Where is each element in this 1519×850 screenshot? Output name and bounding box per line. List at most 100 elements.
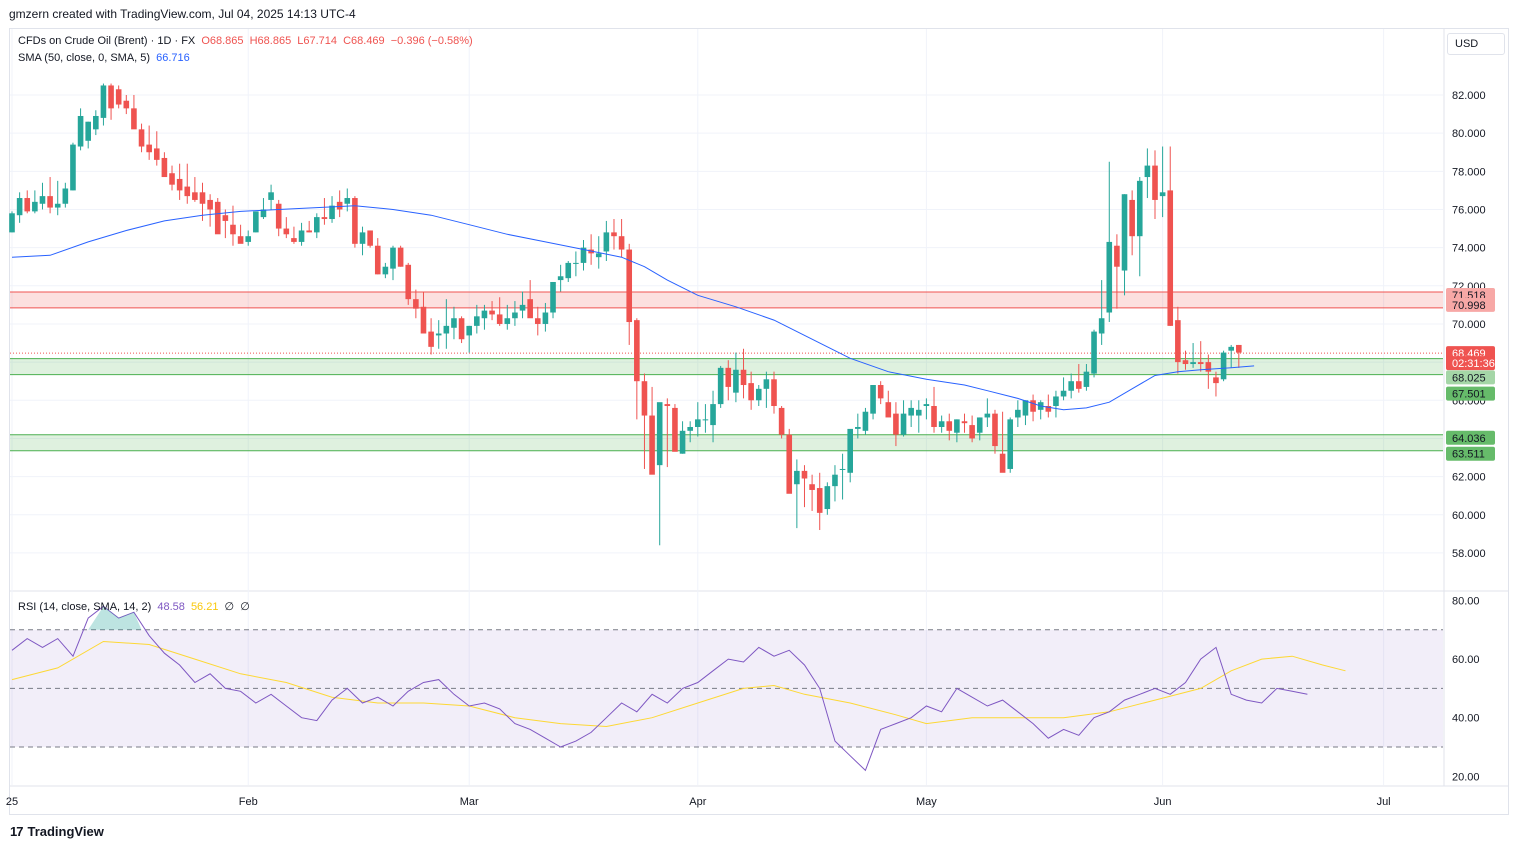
candle-body	[32, 201, 38, 212]
candle-body	[77, 115, 84, 147]
candle-body	[306, 230, 312, 233]
price-label: 02:31:36	[1452, 358, 1495, 370]
candle-body	[565, 262, 572, 279]
candle-body	[359, 232, 366, 244]
candle-body	[1136, 180, 1143, 237]
candle-body	[283, 228, 290, 235]
candle-body	[550, 281, 556, 313]
rsi-overbought-fill	[88, 606, 142, 630]
rsi-legend-extra-2: ∅	[240, 601, 250, 613]
candle-body	[1228, 346, 1234, 351]
price-label-bg	[1446, 370, 1495, 385]
price-tick-label: 60.000	[1452, 510, 1486, 522]
price-tick-label: 76.000	[1452, 204, 1486, 216]
candle-body	[824, 486, 831, 510]
candle-body	[336, 201, 343, 210]
rsi-tick-label: 20.00	[1452, 771, 1480, 783]
candle-body	[999, 453, 1006, 473]
candle-body	[176, 178, 183, 191]
candle-body	[481, 310, 488, 319]
candle-body	[245, 236, 252, 242]
candle-body	[733, 369, 739, 393]
candle-body	[976, 417, 983, 433]
candle-body	[496, 314, 503, 324]
candle-body	[367, 230, 373, 246]
candle-body	[580, 247, 587, 263]
candle-body	[573, 262, 579, 264]
candle-body	[992, 413, 998, 447]
rsi-line	[11, 605, 1308, 772]
candle-body	[877, 385, 884, 399]
candle-body	[763, 379, 770, 389]
candle-body	[268, 192, 274, 200]
candle-body	[1030, 400, 1036, 412]
candle-body	[961, 421, 968, 424]
price-label: 63.511	[1452, 449, 1485, 461]
candle-body	[314, 217, 320, 233]
candle-body	[885, 402, 892, 418]
candle-body	[755, 388, 762, 401]
candle-body	[672, 407, 678, 452]
zone-resistance	[10, 291, 1443, 308]
candle-body	[352, 198, 358, 244]
legend-close: C68.469	[343, 35, 385, 47]
candle-body	[626, 249, 633, 323]
candle-body	[641, 381, 648, 416]
candle-body	[794, 470, 800, 485]
rsi-tick-label: 40.00	[1452, 713, 1480, 725]
candle-body	[207, 199, 213, 210]
candle-body	[100, 85, 107, 118]
candle-body	[603, 232, 610, 252]
candle-body	[93, 115, 99, 130]
chart-frame	[9, 28, 1509, 815]
rsi-legend: RSI (14, close, SMA, 14, 2) 48.58 56.21 …	[18, 600, 253, 613]
candle-body	[855, 426, 861, 429]
candle-body	[275, 203, 282, 229]
candle-body	[542, 312, 549, 324]
rsi-ma-legend-value: 56.21	[190, 601, 219, 613]
price-label: 68.025	[1452, 372, 1486, 384]
currency-selector[interactable]: USD	[1447, 33, 1505, 55]
candle-body	[1022, 400, 1029, 416]
candle-body	[725, 367, 732, 387]
candle-body	[16, 198, 23, 216]
rsi-legend-value: 48.58	[157, 601, 185, 613]
price-label-bg	[1446, 430, 1495, 445]
candle-body	[1175, 320, 1181, 363]
candle-body	[70, 144, 76, 191]
candle-body	[161, 157, 168, 178]
price-label: 70.998	[1452, 300, 1486, 312]
candle-body	[969, 425, 975, 439]
candle-body	[458, 318, 465, 340]
candle-body	[778, 407, 785, 435]
candle-body	[413, 299, 419, 309]
candle-body	[656, 402, 663, 466]
candle-body	[702, 419, 709, 421]
candle-body	[1114, 245, 1120, 267]
price-tick-label: 70.000	[1452, 319, 1486, 331]
candle-body	[938, 421, 945, 427]
candle-body	[435, 333, 442, 336]
candle-body	[618, 236, 625, 250]
candle-body	[1220, 352, 1227, 380]
candle-body	[809, 484, 815, 490]
candle-body	[9, 213, 15, 233]
candle-body	[1159, 192, 1166, 197]
candle-body	[717, 367, 724, 405]
candle-body	[1144, 165, 1151, 178]
candle-body	[321, 217, 328, 220]
candle-body	[801, 470, 808, 479]
candle-body	[451, 318, 457, 328]
price-label: 67.501	[1452, 389, 1486, 401]
candle-body	[740, 369, 747, 386]
candle-body	[39, 196, 46, 204]
candle-body	[1053, 396, 1059, 407]
candle-body	[184, 186, 191, 197]
candle-body	[153, 148, 160, 160]
candle-body	[1091, 331, 1097, 374]
candle-body	[108, 85, 114, 109]
candle-body	[687, 426, 693, 431]
candle-body	[512, 312, 518, 319]
time-tick-label: Jul	[1377, 796, 1391, 808]
